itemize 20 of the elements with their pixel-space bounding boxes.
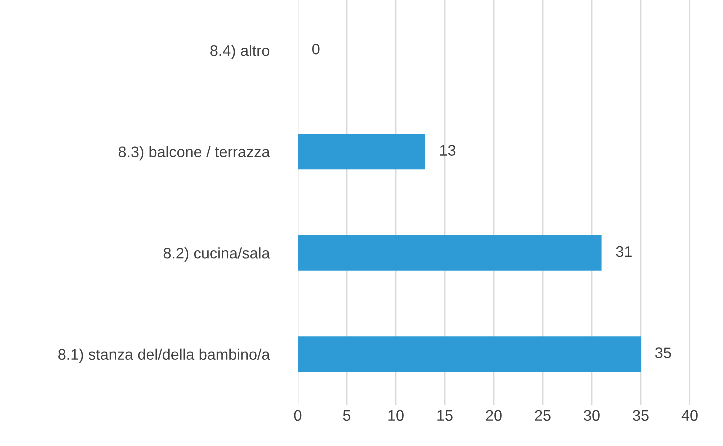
x-tick-label: 40 bbox=[682, 410, 698, 422]
data-label: 35 bbox=[655, 348, 672, 358]
data-label: 31 bbox=[616, 246, 632, 258]
x-tick-label: 30 bbox=[584, 410, 600, 422]
bar bbox=[298, 134, 426, 170]
y-tick-label: 8.2) cucina/sala bbox=[164, 248, 270, 262]
x-tick-label: 25 bbox=[535, 410, 551, 422]
x-tick-label: 15 bbox=[438, 410, 453, 422]
y-tick-label: 8.3) balcone / terrazza bbox=[118, 146, 270, 161]
bar bbox=[298, 235, 602, 271]
y-tick-label: 8.4) altro bbox=[210, 45, 270, 60]
bar bbox=[298, 336, 641, 372]
x-tick-label: 5 bbox=[343, 410, 351, 422]
x-tick-label: 0 bbox=[294, 410, 302, 422]
data-label: 13 bbox=[440, 145, 456, 156]
data-label: 0 bbox=[312, 44, 320, 55]
x-tick-label: 35 bbox=[633, 410, 649, 422]
x-tick-label: 10 bbox=[388, 410, 404, 422]
y-tick-label: 8.1) stanza del/della bambino/a bbox=[58, 348, 270, 364]
x-tick-label: 20 bbox=[486, 410, 502, 422]
